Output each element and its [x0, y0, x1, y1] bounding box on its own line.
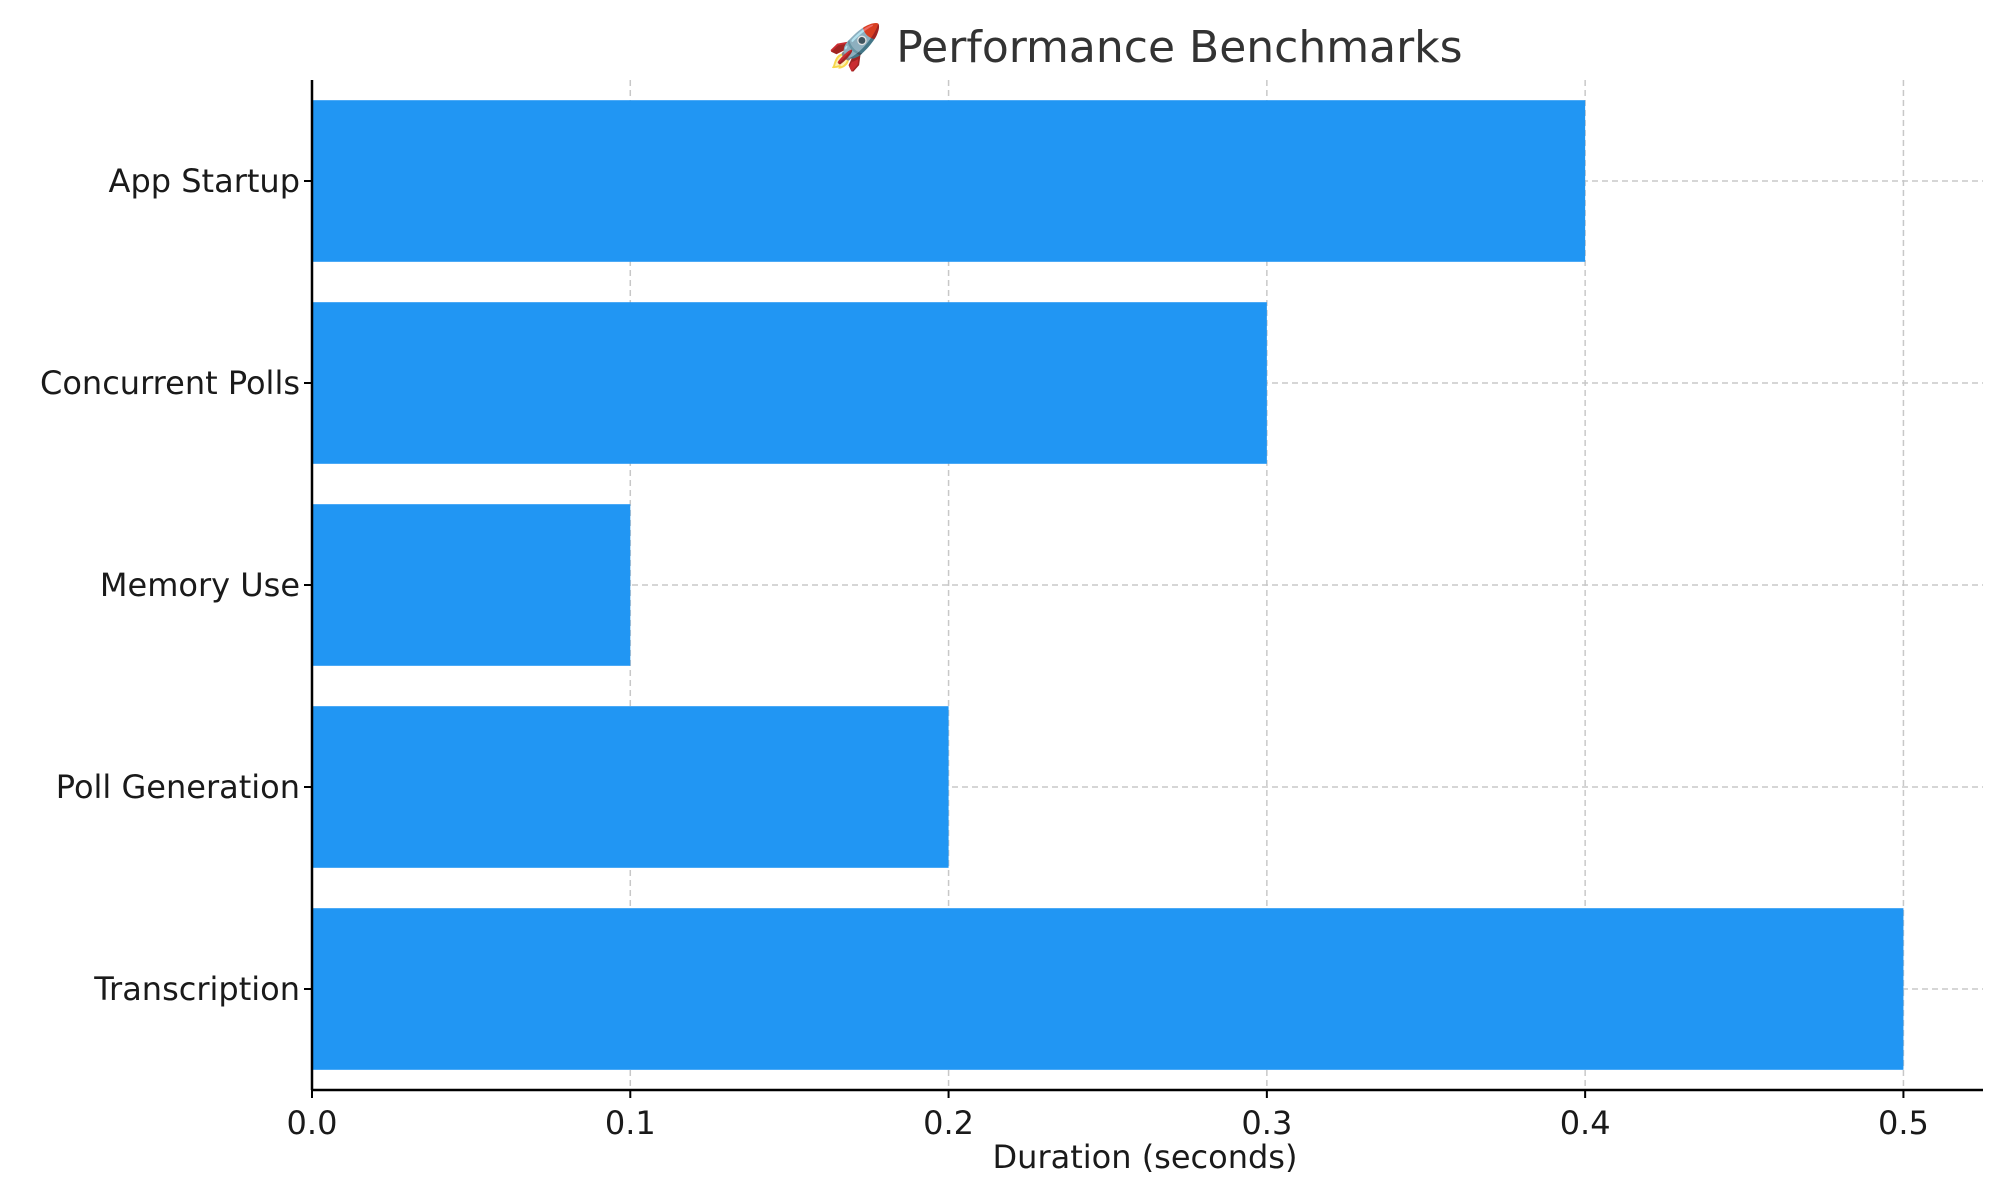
bars-layer [312, 100, 1904, 1070]
bar [312, 100, 1586, 262]
y-tick-label: App Startup [109, 162, 300, 200]
y-tick-label: Poll Generation [56, 768, 300, 806]
bar [312, 706, 949, 868]
bar [312, 908, 1904, 1070]
x-tick-label: 0.4 [1560, 1104, 1611, 1142]
x-tick-label: 0.0 [287, 1104, 338, 1142]
x-axis-label: Duration (seconds) [993, 1138, 1298, 1176]
x-tick-label: 0.3 [1241, 1104, 1292, 1142]
y-tick-label: Transcription [93, 970, 300, 1008]
x-tick-label: 0.1 [605, 1104, 656, 1142]
bar [312, 302, 1267, 464]
ticks-layer: 0.0 0.1 0.2 0.3 0.4 0.5 App Startup Concurrent … [40, 162, 1929, 1142]
x-tick-label: 0.2 [923, 1104, 974, 1142]
bar [312, 504, 631, 666]
x-tick-label: 0.5 [1878, 1104, 1929, 1142]
chart-title: 🚀 Performance Benchmarks [827, 22, 1462, 73]
y-tick-label: Concurrent Polls [40, 364, 300, 402]
y-tick-label: Memory Use [100, 566, 300, 604]
